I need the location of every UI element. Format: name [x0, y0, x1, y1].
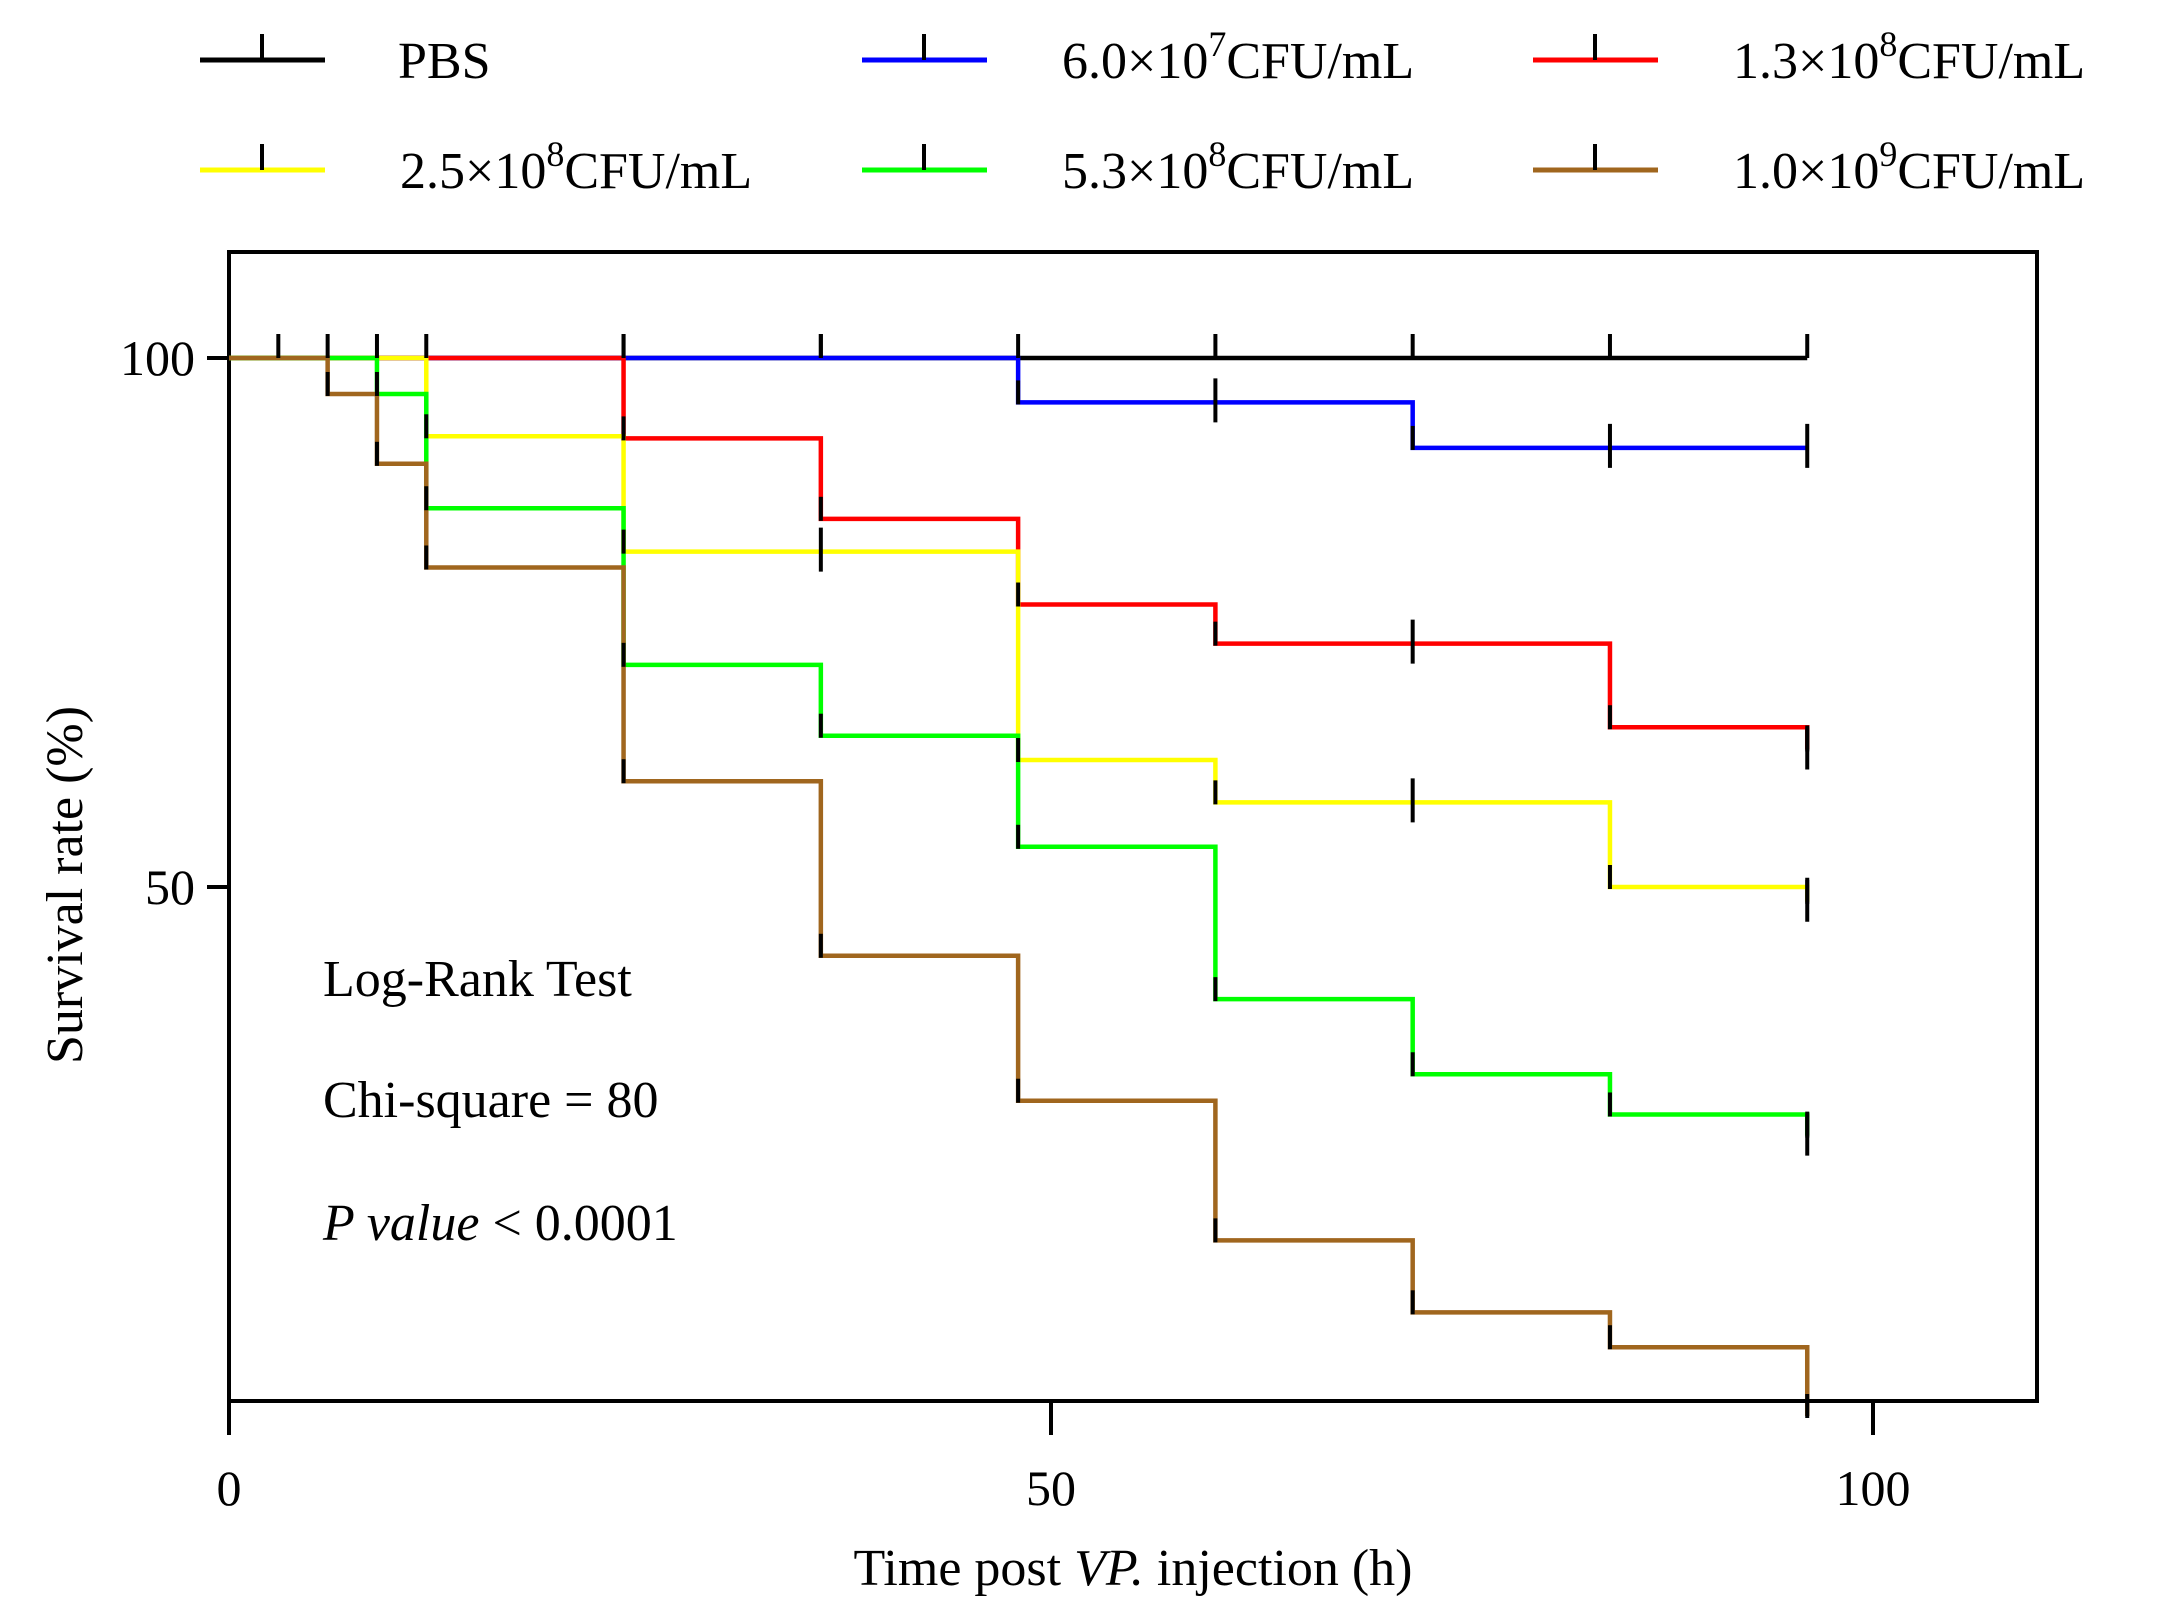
survival-curves — [229, 355, 1810, 1416]
test-name-label: Log-Rank Test — [323, 951, 632, 1008]
legend-label: 1.3×108CFU/mL — [1733, 24, 2085, 90]
legend-label: 2.5×108CFU/mL — [400, 134, 752, 200]
series-line — [229, 355, 1810, 1136]
legend-item: 1.0×109CFU/mL — [1533, 134, 2085, 200]
x-tick-label: 0 — [217, 1460, 242, 1516]
x-axis-title: Time post VP. injection (h) — [853, 1540, 1412, 1597]
x-tick-label: 100 — [1836, 1460, 1911, 1516]
legend-item: PBS — [200, 33, 491, 90]
p-value-label: P value < 0.0001 — [322, 1195, 678, 1252]
legend-item: 6.0×107CFU/mL — [862, 24, 1414, 90]
y-tick-label: 100 — [120, 330, 195, 386]
chi-square-label: Chi-square = 80 — [323, 1072, 659, 1129]
legend-item: 2.5×108CFU/mL — [200, 134, 752, 200]
legend: PBS 6.0×107CFU/mL 1.3×108CFU/mL 2.5×108CFU/… — [200, 24, 2085, 200]
stats-annotation: Log-Rank Test Chi-square = 80 P value < … — [322, 951, 678, 1252]
legend-item: 1.3×108CFU/mL — [1533, 24, 2085, 90]
legend-label: PBS — [398, 33, 491, 90]
x-tick-label: 50 — [1026, 1460, 1076, 1516]
censor-marks — [276, 334, 1810, 1418]
legend-label: 1.0×109CFU/mL — [1733, 134, 2085, 200]
legend-item: 5.3×108CFU/mL — [862, 134, 1414, 200]
legend-label: 5.3×108CFU/mL — [1062, 134, 1414, 200]
y-tick-label: 50 — [145, 859, 195, 915]
axes: 0 50 100 50 100 — [120, 330, 2037, 1516]
legend-label: 6.0×107CFU/mL — [1062, 24, 1414, 90]
y-axis-title: Survival rate (%) — [37, 706, 94, 1064]
